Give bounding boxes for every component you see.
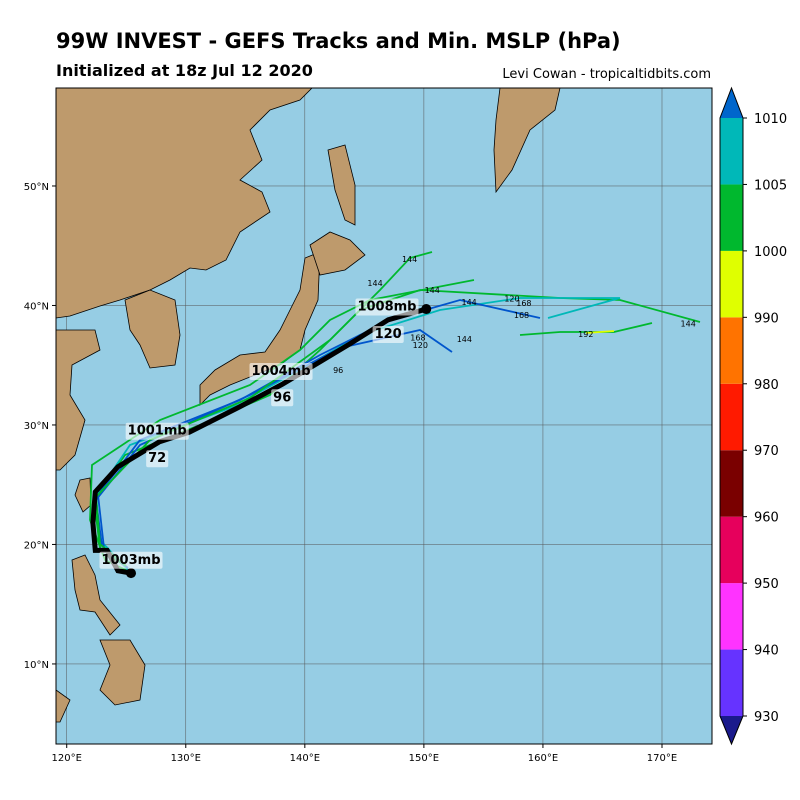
member-hour-label: 144: [457, 335, 472, 344]
colorbar-segment: [720, 118, 743, 185]
colorbar-tick-label: 950: [754, 577, 779, 592]
member-hour-label: 144: [402, 255, 417, 264]
label-box: [99, 551, 163, 569]
label-box: [125, 422, 189, 440]
lat-tick-label: 20°N: [24, 540, 49, 551]
lat-tick-label: 10°N: [24, 660, 49, 671]
lat-tick-label: 30°N: [24, 421, 49, 432]
colorbar-under: [720, 716, 743, 744]
member-hour-label: 168: [410, 334, 425, 343]
sakhalin: [327, 144, 356, 226]
china-coast: [56, 329, 101, 471]
member-hour-label: 120: [413, 341, 428, 350]
land: [56, 88, 561, 723]
track-point: [126, 568, 137, 579]
member-track: [95, 329, 453, 567]
mean-label: 1003mb: [101, 553, 160, 568]
lon-tick-label: 160°E: [528, 753, 558, 764]
lon-tick-label: 170°E: [647, 753, 677, 764]
title: 99W INVEST - GEFS Tracks and Min. MSLP (…: [56, 29, 621, 53]
luzon: [71, 554, 121, 636]
colorbar-tick-label: 1010: [754, 112, 787, 127]
hokkaido: [309, 231, 366, 276]
map-frame: [55, 87, 713, 745]
mean-track: [90, 306, 427, 576]
colorbar-segment: [720, 450, 743, 517]
colorbar-tick-label: 970: [754, 444, 779, 459]
lat-tick-label: 50°N: [24, 182, 49, 193]
colorbar-segment: [720, 250, 743, 318]
mean-label: 72: [148, 451, 166, 466]
borneo: [56, 689, 71, 723]
lon-tick-label: 140°E: [290, 753, 320, 764]
asia-mainland: [56, 88, 313, 319]
member-hour-label: 144: [461, 298, 476, 307]
track-point: [421, 304, 432, 315]
japan: [199, 251, 321, 406]
colorbar-segment: [720, 317, 743, 384]
colorbar-segment: [720, 184, 743, 251]
lon-tick-label: 130°E: [171, 753, 201, 764]
colorbar-tick-label: 940: [754, 644, 779, 659]
kamchatka: [493, 88, 561, 194]
member-hour-label: 168: [514, 311, 529, 320]
lon-tick-label: 150°E: [409, 753, 439, 764]
label-box: [271, 389, 294, 407]
colorbar-tick-label: 1000: [754, 245, 787, 260]
member-hour-label: 144: [367, 279, 382, 288]
member-hour-label: 144: [681, 319, 696, 328]
colorbar-tick-label: 1005: [754, 178, 787, 193]
label-box: [355, 298, 419, 316]
colorbar-tick-label: 960: [754, 511, 779, 526]
colorbar: 930 940 950 960 970 980 990 1000 1005 1010: [719, 86, 787, 746]
member-track: [95, 251, 433, 567]
mindanao: [99, 639, 146, 706]
subtitle: Initialized at 18z Jul 12 2020: [56, 61, 313, 80]
taiwan: [74, 477, 92, 513]
mean-label: 96: [273, 390, 291, 405]
colorbar-segment: [720, 516, 743, 584]
colorbar-tick-label: 980: [754, 378, 779, 393]
colorbar-over: [720, 88, 743, 118]
mean-label: 1004mb: [251, 364, 310, 379]
member-track: [519, 322, 653, 336]
label-box: [372, 325, 404, 343]
colorbar-tick-label: 930: [754, 710, 779, 725]
korea: [124, 289, 181, 369]
member-hour-label: 96: [333, 366, 343, 375]
colorbar-tick-label: 990: [754, 311, 779, 326]
mean-label: 1001mb: [128, 424, 187, 439]
mean-label: 1008mb: [357, 299, 416, 314]
member-hour-label: 168: [516, 299, 531, 308]
lon-tick-label: 120°E: [52, 753, 82, 764]
member-hour-label: 144: [425, 286, 440, 295]
mean-label: 120: [375, 327, 402, 342]
member-track: [89, 279, 475, 573]
label-box: [146, 450, 169, 468]
member-track: [585, 330, 615, 334]
credit: Levi Cowan - tropicaltidbits.com: [502, 67, 711, 82]
member-hour-label: 192: [578, 330, 593, 339]
lat-tick-label: 40°N: [24, 301, 49, 312]
colorbar-segment: [720, 649, 743, 716]
colorbar-segment: [720, 583, 743, 650]
label-box: [249, 362, 313, 380]
colorbar-segment: [720, 383, 743, 451]
member-hour-label: 120: [504, 294, 519, 303]
